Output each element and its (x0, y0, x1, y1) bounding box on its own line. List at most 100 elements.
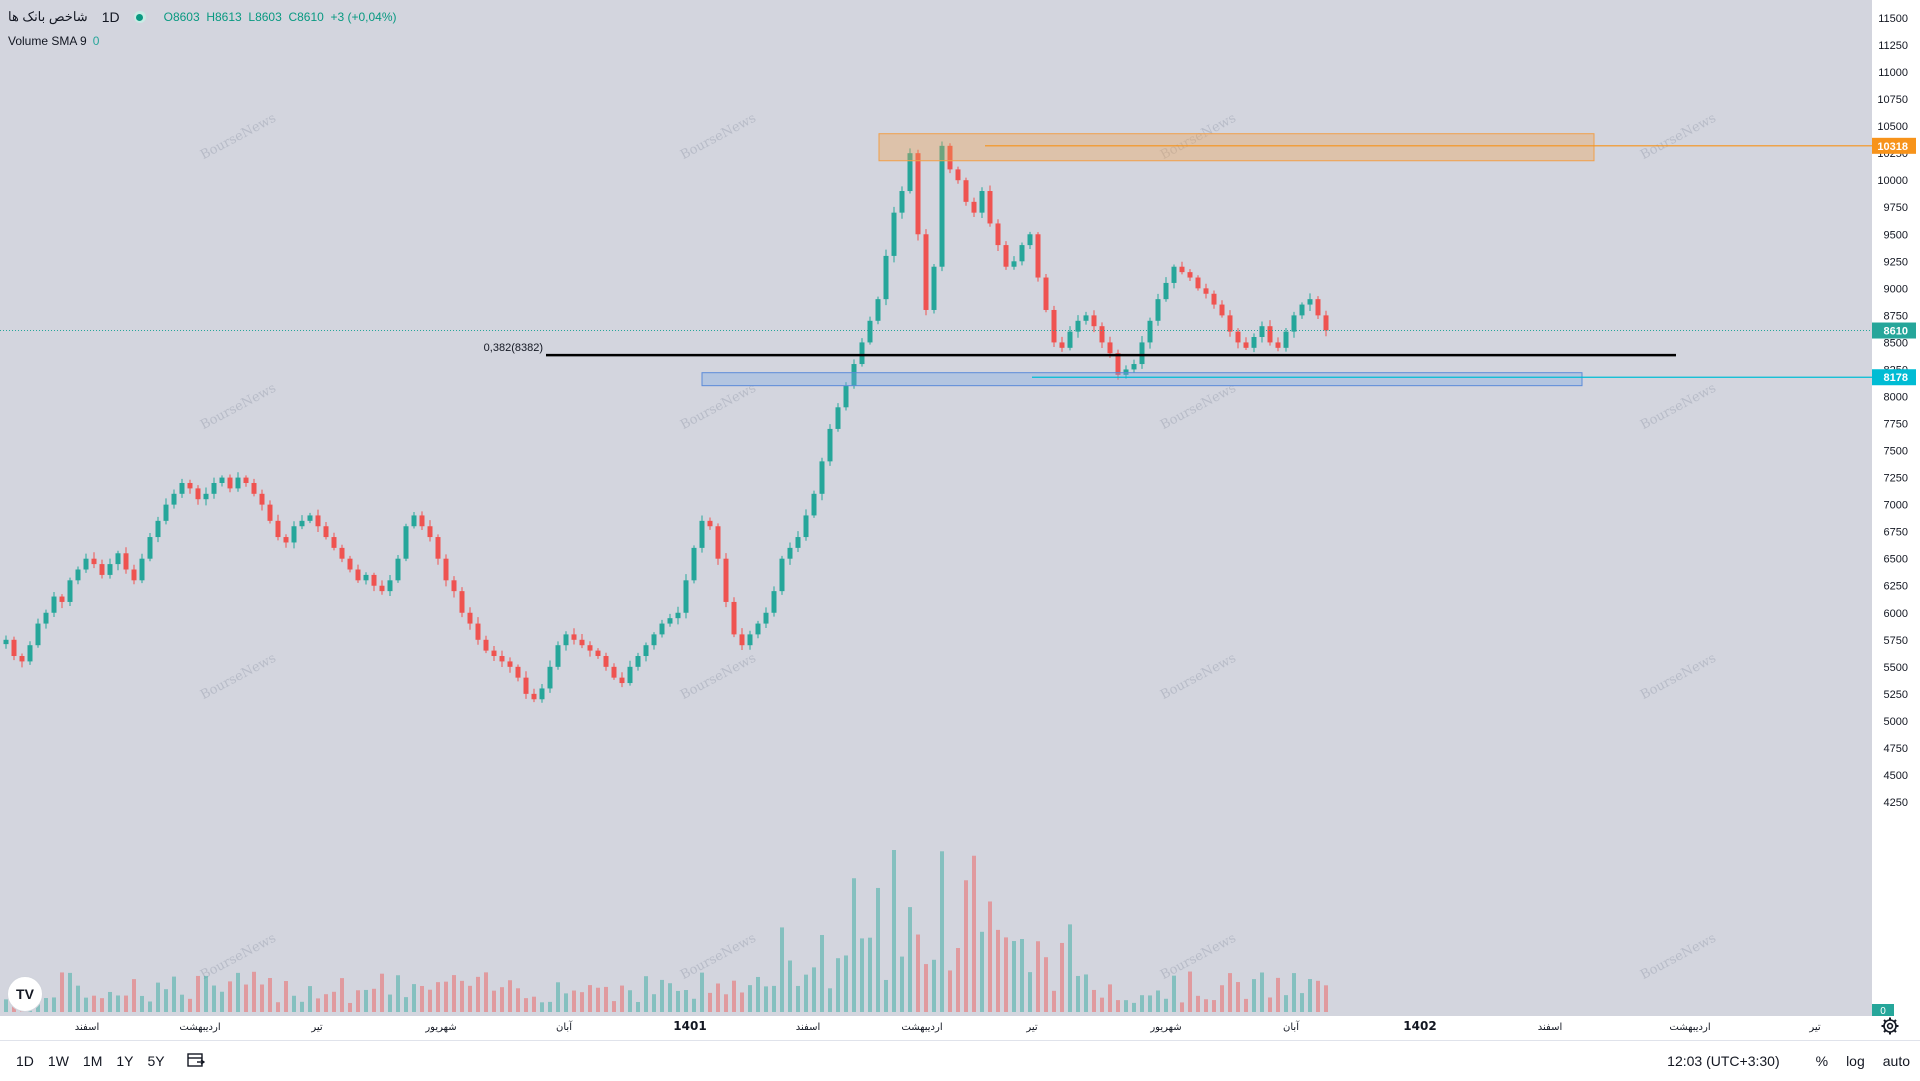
price-chart[interactable]: BourseNews BourseNews BourseNewsBourseNews… (0, 0, 1920, 1040)
volume-bar (172, 976, 176, 1012)
volume-bar (948, 970, 952, 1012)
candle-body (475, 623, 481, 640)
log-scale-button[interactable]: log (1846, 1053, 1865, 1069)
price-tick-label: 6250 (1884, 581, 1908, 593)
auto-scale-button[interactable]: auto (1882, 1053, 1910, 1069)
candle-body (1147, 320, 1153, 343)
timeframe-label[interactable]: 1D (101, 9, 120, 25)
price-tick-label: 9250 (1884, 256, 1908, 268)
volume-bar (1180, 1002, 1184, 1012)
date-range-buttons: 1D 1W 1M 1Y 5Y (16, 1053, 165, 1069)
volume-bar (636, 1001, 640, 1012)
indicator-legend[interactable]: Volume SMA 9 0 (8, 34, 99, 48)
candle-body (1195, 277, 1201, 289)
candle-body (147, 537, 153, 559)
candle-body (307, 515, 313, 521)
candle-body (259, 493, 265, 505)
volume-bar (604, 986, 608, 1012)
candle-body (1091, 315, 1097, 327)
low-value: 8603 (255, 10, 282, 24)
candle-body (555, 645, 561, 667)
volume-bar (92, 995, 96, 1012)
volume-bar (468, 985, 472, 1012)
volume-bar (996, 929, 1000, 1012)
candle-body (643, 645, 649, 657)
candle-body (171, 493, 177, 505)
clock-timezone[interactable]: 12:03 (UTC+3:30) (1667, 1053, 1780, 1069)
volume-bar (1052, 990, 1056, 1012)
volume-bar (164, 989, 168, 1012)
price-tick-label: 7250 (1884, 473, 1908, 485)
volume-bar (452, 975, 456, 1012)
candle-body (723, 558, 729, 602)
volume-bar (724, 994, 728, 1012)
volume-bar (516, 988, 520, 1012)
candle-body (187, 482, 193, 489)
volume-bar (956, 948, 960, 1012)
volume-bar (124, 995, 128, 1012)
gear-icon[interactable] (1880, 1016, 1900, 1036)
candle-body (627, 666, 633, 684)
last-price-tag-bg (1872, 322, 1916, 339)
volume-bar (396, 975, 400, 1012)
candle-body (35, 623, 41, 646)
percent-scale-button[interactable]: % (1815, 1053, 1829, 1069)
volume-bar (1108, 984, 1112, 1012)
chart-area[interactable]: BourseNews BourseNews BourseNews BourseNews… (0, 0, 1920, 1040)
candle-body (779, 558, 785, 592)
candle-body (115, 553, 121, 565)
volume-bar (380, 973, 384, 1012)
candle-body (331, 537, 337, 548)
volume-bar (796, 985, 800, 1012)
candle-body (1283, 331, 1289, 348)
tradingview-logo-icon[interactable]: TV (7, 976, 43, 1012)
price-axis-background (1872, 0, 1920, 1040)
volume-bar (588, 985, 592, 1012)
range-1w-button[interactable]: 1W (47, 1053, 69, 1069)
volume-bar (988, 901, 992, 1012)
volume-bar (204, 975, 208, 1012)
time-axis-background (0, 1016, 1872, 1040)
price-tick-label: 4250 (1884, 797, 1908, 809)
volume-bar (612, 1001, 616, 1012)
volume-bar (748, 985, 752, 1012)
volume-bar (1076, 975, 1080, 1012)
volume-bar (1196, 995, 1200, 1012)
candle-body (1171, 266, 1177, 283)
volume-bar (700, 972, 704, 1012)
price-tick-label: 10750 (1877, 94, 1908, 106)
candle-body (1027, 234, 1033, 246)
volume-bar (860, 938, 864, 1012)
bottom-toolbar: 1D 1W 1M 1Y 5Y 12:03 (UTC+3:30) % log au… (0, 1040, 1920, 1081)
range-1d-button[interactable]: 1D (16, 1053, 34, 1069)
candle-body (611, 666, 617, 678)
volume-bar (644, 976, 648, 1012)
time-axis: اسفند اردیبهشت تیر شهریور آبان 1401 اسفند اردیب… (75, 1019, 1821, 1033)
volume-bar (228, 981, 232, 1012)
goto-date-icon[interactable] (187, 1052, 205, 1068)
symbol-name[interactable]: شاخص بانک ها (8, 9, 88, 24)
candle-body (219, 477, 225, 483)
volume-bar (364, 989, 368, 1012)
volume-bar (1028, 972, 1032, 1012)
volume-bar (332, 991, 336, 1012)
range-5y-button[interactable]: 5Y (147, 1053, 165, 1069)
volume-bar (876, 887, 880, 1012)
range-1m-button[interactable]: 1M (82, 1053, 103, 1069)
volume-bar (964, 880, 968, 1012)
volume-bar (276, 1002, 280, 1012)
volume-bar (892, 850, 896, 1012)
drawings: 0,382(8382) (0, 133, 1872, 387)
candle-body (771, 591, 777, 613)
volume-bar (1220, 985, 1224, 1012)
range-1y-button[interactable]: 1Y (116, 1053, 134, 1069)
price-tick-label: 8000 (1884, 391, 1908, 403)
candle-body (403, 526, 409, 559)
candle-body (995, 223, 1001, 246)
volume-bar (572, 990, 576, 1012)
candle-body (603, 656, 609, 667)
volume-bar (884, 979, 888, 1012)
time-tick-label: تیر (1808, 1022, 1821, 1033)
candle-body (163, 504, 169, 521)
volume-bar (1172, 975, 1176, 1012)
